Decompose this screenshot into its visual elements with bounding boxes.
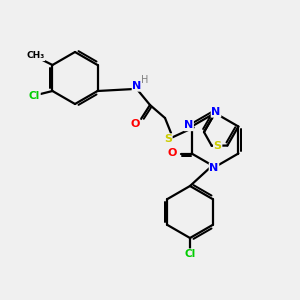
Text: Cl: Cl [29,91,40,101]
Text: N: N [132,81,142,91]
Text: N: N [184,121,193,130]
Text: CH₃: CH₃ [26,52,45,61]
Text: Cl: Cl [184,249,196,259]
Text: O: O [130,119,140,129]
Text: O: O [168,148,177,158]
Text: N: N [209,163,219,173]
Text: N: N [212,107,220,117]
Text: S: S [214,141,222,151]
Text: S: S [164,134,172,144]
Text: H: H [141,75,149,85]
